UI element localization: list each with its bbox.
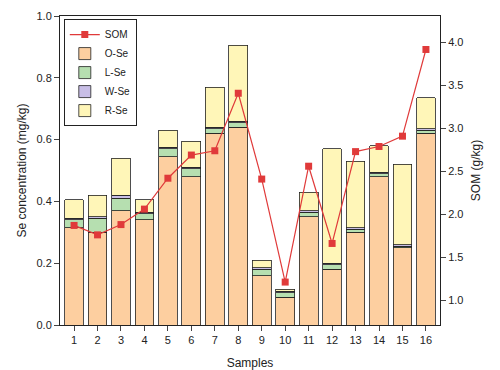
svg-text:11: 11 <box>303 334 314 346</box>
svg-text:9: 9 <box>259 334 265 346</box>
svg-text:0.8: 0.8 <box>37 72 52 84</box>
svg-text:3.0: 3.0 <box>448 122 463 134</box>
svg-text:L-Se: L-Se <box>105 67 127 78</box>
svg-text:5: 5 <box>165 334 171 346</box>
svg-text:8: 8 <box>235 334 241 346</box>
svg-text:6: 6 <box>188 334 194 346</box>
svg-text:15: 15 <box>396 334 408 346</box>
svg-text:0.4: 0.4 <box>37 195 52 207</box>
svg-text:4: 4 <box>141 334 147 346</box>
svg-text:R-Se: R-Se <box>105 105 128 116</box>
svg-text:0.0: 0.0 <box>37 319 52 331</box>
svg-text:1.5: 1.5 <box>448 251 463 263</box>
svg-text:14: 14 <box>373 334 385 346</box>
svg-text:13: 13 <box>349 334 361 346</box>
svg-text:Se concentration (mg/kg): Se concentration (mg/kg) <box>15 103 29 237</box>
svg-text:SOM (g/kg): SOM (g/kg) <box>469 140 483 201</box>
svg-text:2.0: 2.0 <box>448 208 463 220</box>
svg-text:4.0: 4.0 <box>448 36 463 48</box>
svg-text:1.0: 1.0 <box>37 10 52 22</box>
svg-text:1.0: 1.0 <box>448 294 463 306</box>
svg-text:Samples: Samples <box>227 356 274 370</box>
svg-text:2.5: 2.5 <box>448 165 463 177</box>
svg-text:12: 12 <box>326 334 338 346</box>
svg-text:W-Se: W-Se <box>105 86 130 97</box>
svg-text:0.6: 0.6 <box>37 133 52 145</box>
svg-text:7: 7 <box>212 334 218 346</box>
svg-text:16: 16 <box>420 334 432 346</box>
svg-text:0.2: 0.2 <box>37 257 52 269</box>
svg-text:3: 3 <box>118 334 124 346</box>
svg-text:SOM: SOM <box>105 29 128 40</box>
svg-text:1: 1 <box>71 334 77 346</box>
svg-text:O-Se: O-Se <box>105 48 129 59</box>
svg-text:10: 10 <box>279 334 291 346</box>
svg-text:2: 2 <box>94 334 100 346</box>
svg-text:3.5: 3.5 <box>448 79 463 91</box>
